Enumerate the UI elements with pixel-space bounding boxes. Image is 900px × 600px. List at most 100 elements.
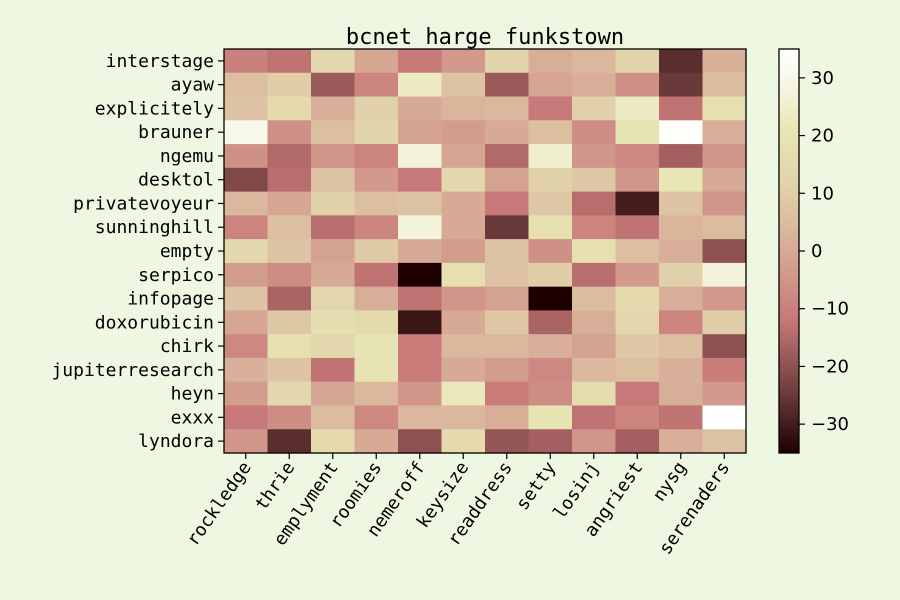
heatmap-cell: [702, 239, 747, 264]
heatmap-cell: [311, 310, 356, 335]
heatmap-cell: [702, 49, 747, 74]
heatmap-cell: [267, 120, 312, 145]
heatmap-cell: [485, 72, 530, 98]
heatmap-cell: [528, 381, 573, 407]
heatmap-cell: [267, 215, 312, 240]
heatmap-cell: [441, 239, 486, 264]
heatmap-cell: [528, 144, 573, 169]
heatmap-cell: [267, 334, 312, 359]
heatmap-cell: [311, 167, 356, 193]
y-tick-label: sunninghill: [95, 217, 214, 238]
heatmap-cell: [528, 429, 573, 454]
heatmap-cell: [572, 262, 617, 288]
heatmap-cell: [311, 144, 356, 169]
heatmap-cell: [615, 72, 660, 98]
heatmap-cell: [311, 120, 356, 145]
heatmap-cell: [267, 286, 312, 312]
heatmap-cell: [528, 310, 573, 335]
heatmap-cell: [224, 405, 269, 430]
heatmap-cell: [398, 191, 443, 216]
heatmap-cell: [311, 286, 356, 312]
heatmap-cell: [615, 215, 660, 240]
heatmap-cell: [398, 381, 443, 407]
heatmap-cell: [354, 286, 399, 312]
heatmap-cell: [702, 167, 747, 193]
heatmap-cell: [659, 191, 704, 216]
heatmap-cell: [485, 429, 530, 454]
heatmap-cell: [398, 96, 443, 121]
colorbar-tick-label: 20: [811, 126, 834, 147]
colorbar-tick-label: −30: [811, 414, 849, 435]
heatmap-cell: [354, 72, 399, 98]
colorbar-tick-label: −20: [811, 356, 849, 377]
heatmap-cell: [311, 239, 356, 264]
heatmap-cell: [267, 239, 312, 264]
heatmap-cell: [398, 286, 443, 312]
heatmap-cell: [659, 334, 704, 359]
heatmap-cell: [224, 429, 269, 454]
heatmap-cell: [224, 167, 269, 193]
heatmap-cell: [615, 405, 660, 430]
heatmap-cell: [441, 262, 486, 288]
heatmap-cell: [572, 120, 617, 145]
heatmap-cell: [702, 262, 747, 288]
heatmap-cell: [441, 334, 486, 359]
heatmap-cell: [528, 286, 573, 312]
heatmap-cell: [224, 381, 269, 407]
heatmap-cell: [528, 49, 573, 74]
heatmap-cell: [528, 239, 573, 264]
y-tick-label: brauner: [138, 122, 214, 143]
y-tick-label: ngemu: [160, 146, 214, 167]
heatmap-cell: [311, 429, 356, 454]
heatmap-cell: [267, 72, 312, 98]
heatmap-cell: [702, 144, 747, 169]
colorbar-tick-label: 10: [811, 183, 834, 204]
colorbar-tick-label: −10: [811, 299, 849, 320]
heatmap-cell: [354, 405, 399, 430]
heatmap-cell: [572, 167, 617, 193]
heatmap-cell: [485, 96, 530, 121]
heatmap-cell: [311, 405, 356, 430]
heatmap-cell: [311, 49, 356, 74]
heatmap-cell: [441, 310, 486, 335]
colorbar-axis: 30 20 10 0 −10 −20 −30: [799, 68, 849, 435]
heatmap-cell: [615, 357, 660, 383]
heatmap-cell: [354, 167, 399, 193]
heatmap-cell: [441, 96, 486, 121]
heatmap-cell: [398, 49, 443, 74]
heatmap-cells: [224, 49, 747, 454]
heatmap-cell: [311, 262, 356, 288]
heatmap-cell: [267, 357, 312, 383]
heatmap-cell: [354, 310, 399, 335]
heatmap-cell: [485, 191, 530, 216]
heatmap-cell: [528, 215, 573, 240]
heatmap-cell: [398, 429, 443, 454]
heatmap-cell: [702, 429, 747, 454]
heatmap-cell: [659, 144, 704, 169]
heatmap-cell: [398, 144, 443, 169]
heatmap-cell: [659, 96, 704, 121]
heatmap-cell: [354, 262, 399, 288]
heatmap-cell: [615, 262, 660, 288]
heatmap-cell: [311, 334, 356, 359]
heatmap-cell: [485, 310, 530, 335]
heatmap-cell: [615, 310, 660, 335]
heatmap-cell: [267, 310, 312, 335]
heatmap-cell: [441, 72, 486, 98]
heatmap-cell: [398, 215, 443, 240]
heatmap-cell: [398, 357, 443, 383]
heatmap-cell: [702, 381, 747, 407]
heatmap-cell: [615, 239, 660, 264]
heatmap-cell: [441, 191, 486, 216]
heatmap-cell: [615, 429, 660, 454]
heatmap-cell: [528, 72, 573, 98]
heatmap-cell: [659, 357, 704, 383]
y-tick-label: desktol: [138, 170, 214, 191]
heatmap-cell: [398, 72, 443, 98]
heatmap-cell: [485, 381, 530, 407]
y-tick-label: jupiterresearch: [51, 360, 214, 381]
y-tick-label: doxorubicin: [95, 312, 214, 333]
heatmap-cell: [224, 262, 269, 288]
heatmap-cell: [659, 286, 704, 312]
heatmap-cell: [267, 167, 312, 193]
